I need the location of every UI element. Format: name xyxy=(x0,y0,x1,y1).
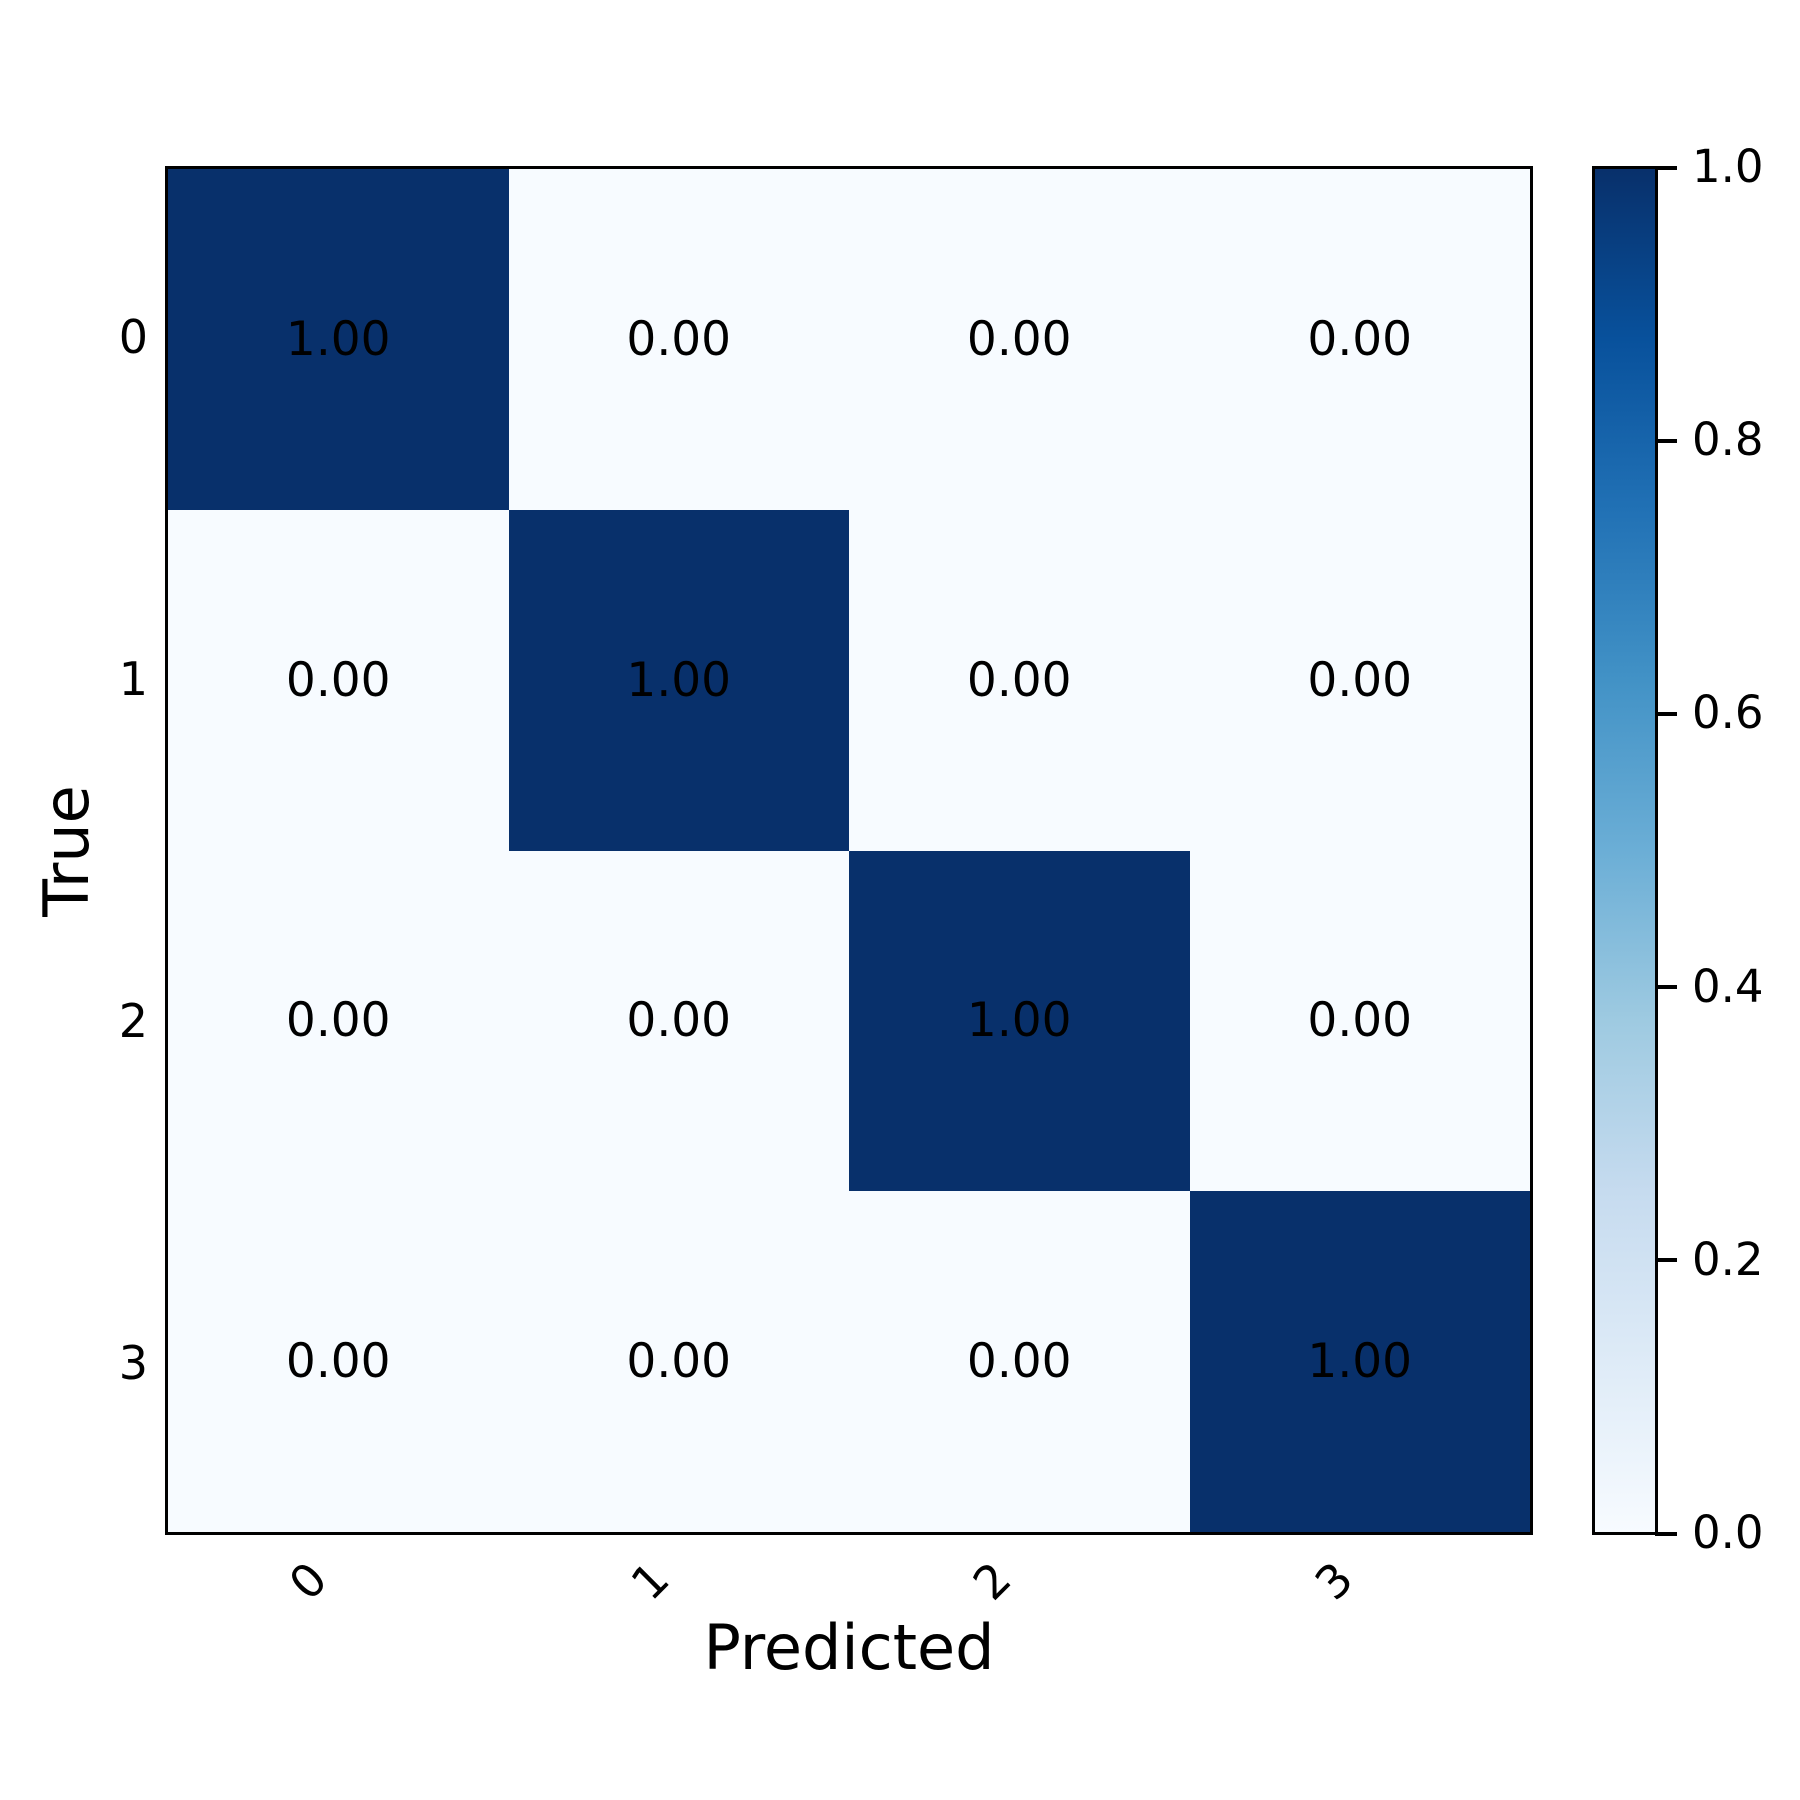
colorbar-tickmark-0.6 xyxy=(1655,711,1677,716)
y-tick-label-3: 3 xyxy=(118,1336,148,1390)
cell-value-label: 0.00 xyxy=(285,1334,391,1390)
cell-value-label: 0.00 xyxy=(966,311,1072,367)
matrix-cell-r0-c3: 0.00 xyxy=(1189,169,1530,510)
cell-value-label: 0.00 xyxy=(966,1334,1072,1390)
cell-value-label: 1.00 xyxy=(1307,1334,1413,1390)
matrix-cell-r3-c3: 1.00 xyxy=(1189,1191,1530,1532)
colorbar-tickmark-1.0 xyxy=(1655,165,1677,170)
cell-value-label: 0.00 xyxy=(626,993,732,1049)
cell-value-label: 0.00 xyxy=(285,652,391,708)
matrix-cell-r1-c1: 1.00 xyxy=(508,509,849,851)
matrix-cell-r2-c1: 0.00 xyxy=(508,850,849,1192)
matrix-cell-r3-c0: 0.00 xyxy=(168,1191,509,1532)
colorbar-tickmark-0.0 xyxy=(1655,1531,1677,1536)
matrix-cell-r0-c0: 1.00 xyxy=(168,169,509,510)
cell-value-label: 0.00 xyxy=(966,652,1072,708)
x-tick-label-0: 0 xyxy=(278,1551,338,1611)
matrix-cell-r1-c2: 0.00 xyxy=(849,509,1190,851)
cell-value-label: 0.00 xyxy=(626,1334,732,1390)
cell-value-label: 0.00 xyxy=(1307,311,1413,367)
matrix-cell-r1-c0: 0.00 xyxy=(168,509,509,851)
cell-value-label: 0.00 xyxy=(1307,652,1413,708)
y-tick-label-1: 1 xyxy=(118,652,148,706)
matrix-cell-r1-c3: 0.00 xyxy=(1189,509,1530,851)
cell-value-label: 0.00 xyxy=(285,993,391,1049)
colorbar-tick-label-0.6: 0.6 xyxy=(1692,686,1764,740)
cell-value-label: 0.00 xyxy=(1307,993,1413,1049)
colorbar-tick-label-0.0: 0.0 xyxy=(1692,1506,1764,1559)
colorbar-tick-label-1.0: 1.0 xyxy=(1692,140,1764,193)
matrix-cell-r3-c2: 0.00 xyxy=(849,1191,1190,1532)
matrix-cell-r2-c0: 0.00 xyxy=(168,850,509,1192)
cell-value-label: 1.00 xyxy=(966,993,1072,1049)
matrix-cell-r0-c1: 0.00 xyxy=(508,169,849,510)
x-tick-label-3: 3 xyxy=(1304,1551,1364,1611)
cell-value-label: 1.00 xyxy=(285,311,391,367)
colorbar-tick-label-0.4: 0.4 xyxy=(1692,959,1764,1013)
colorbar-tickmark-0.4 xyxy=(1655,985,1677,990)
matrix-cell-r3-c1: 0.00 xyxy=(508,1191,849,1532)
heatmap-grid: 1.00 0.00 0.00 0.00 0.00 1.00 0.00 0.00 0.00 0.00… xyxy=(165,166,1533,1535)
x-axis-label: Predicted xyxy=(703,1611,995,1684)
colorbar-tickmark-0.8 xyxy=(1655,438,1677,443)
matrix-cell-r0-c2: 0.00 xyxy=(849,169,1190,510)
colorbar-tick-label-0.2: 0.2 xyxy=(1692,1232,1764,1286)
y-axis-label: True xyxy=(30,785,103,917)
matrix-cell-r2-c2: 1.00 xyxy=(849,850,1190,1192)
y-tick-label-2: 2 xyxy=(118,994,148,1048)
y-tick-label-0: 0 xyxy=(118,310,148,364)
matrix-cell-r2-c3: 0.00 xyxy=(1189,850,1530,1192)
colorbar-tickmark-0.2 xyxy=(1655,1258,1677,1263)
colorbar xyxy=(1592,166,1658,1535)
colorbar-tick-label-0.8: 0.8 xyxy=(1692,413,1764,467)
cell-value-label: 1.00 xyxy=(626,652,732,708)
cell-value-label: 0.00 xyxy=(626,311,732,367)
